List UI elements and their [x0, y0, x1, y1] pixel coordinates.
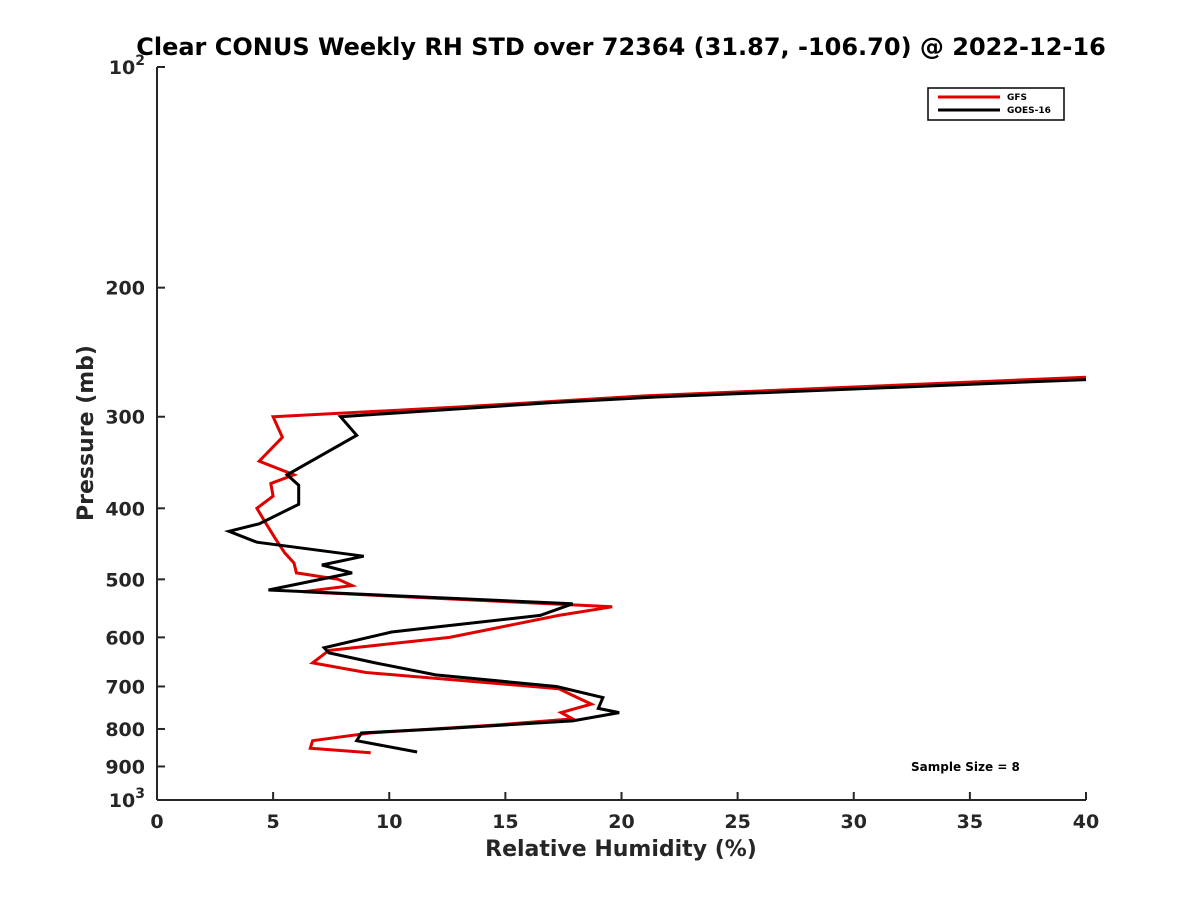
x-tick-label: 20	[608, 811, 634, 833]
y-tick-label: 102	[109, 53, 145, 79]
x-tick-label: 10	[376, 811, 402, 833]
x-tick-label: 40	[1073, 811, 1099, 833]
x-tick-label: 30	[841, 811, 867, 833]
legend-label-gfs: GFS	[1007, 93, 1027, 103]
x-ticks: 0 5 10 15 20 25 30 35 40	[150, 792, 1099, 833]
x-tick-label: 5	[267, 811, 280, 833]
legend-box	[927, 87, 1065, 121]
x-tick-label: 35	[957, 811, 983, 833]
legend: GFS GOES-16	[927, 87, 1065, 121]
x-axis-label: Relative Humidity (%)	[485, 837, 757, 862]
y-tick-label: 300	[105, 407, 145, 429]
series-line-goes16	[224, 378, 1087, 754]
y-tick-label: 700	[105, 676, 145, 698]
series-line-gfs	[254, 375, 1087, 755]
sample-size-annotation: Sample Size = 8	[911, 760, 1020, 774]
y-tick-label: 400	[105, 498, 145, 520]
y-tick-label: 200	[105, 278, 145, 300]
y-ticks: 102 200 300 400 500 600 700 800 900 103	[105, 53, 165, 812]
y-tick-label: 103	[109, 786, 145, 812]
legend-label-goes16: GOES-16	[1007, 106, 1051, 116]
y-tick-label: 500	[105, 569, 145, 591]
y-axis-label: Pressure (mb)	[74, 345, 99, 521]
chart-title: Clear CONUS Weekly RH STD over 72364 (31…	[136, 33, 1106, 61]
plot-area: 0 5 10 15 20 25 30 35 40 102 200 300 400 500 600 700 80…	[105, 53, 1099, 833]
y-tick-label: 900	[105, 756, 145, 778]
series-layer	[224, 375, 1087, 755]
x-tick-label: 0	[150, 811, 163, 833]
x-tick-label: 15	[492, 811, 518, 833]
y-tick-label: 600	[105, 627, 145, 649]
y-tick-label: 800	[105, 719, 145, 741]
x-tick-label: 25	[724, 811, 750, 833]
